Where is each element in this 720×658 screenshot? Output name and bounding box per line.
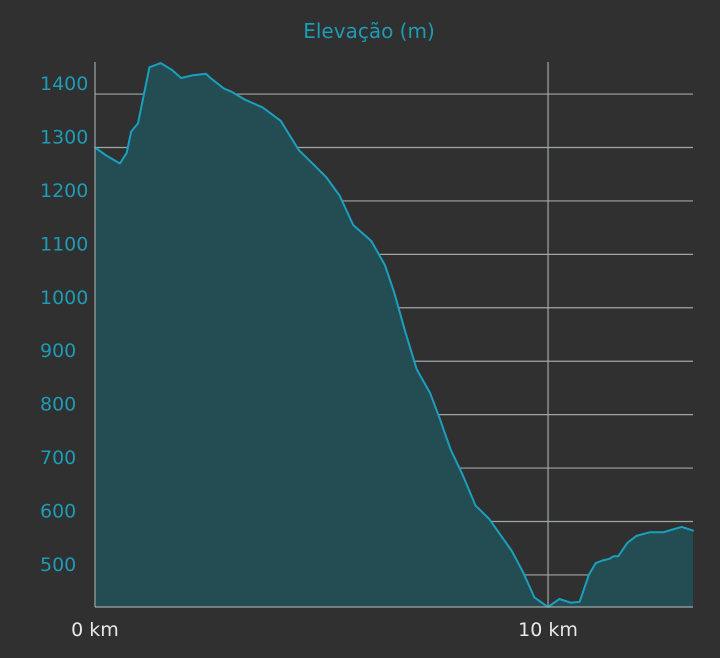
y-tick-label-1300: 1300 [40,126,88,148]
x-tick-label-10: 10 km [518,619,578,641]
elevation-area-0 [95,63,693,608]
tick-label-layer: 500 600 700 800 900 1000 1100 1200 1300 1400 0 km 1… [40,73,578,641]
axis-layer [94,62,693,608]
y-tick-label-1200: 1200 [40,180,88,202]
y-tick-label-500: 500 [40,554,76,576]
y-tick-label-1400: 1400 [40,73,88,95]
y-tick-label-600: 600 [40,501,76,523]
y-tick-label-1100: 1100 [40,233,88,255]
y-tick-label-700: 700 [40,447,76,469]
y-tick-label-1000: 1000 [40,287,88,309]
y-tick-label-800: 800 [40,394,76,416]
chart-title: Elevação (m) [303,19,435,43]
elevation-line-0 [94,62,694,608]
plot-layer [94,62,694,608]
x-tick-label-0: 0 km [71,619,119,641]
y-tick-label-900: 900 [40,340,76,362]
